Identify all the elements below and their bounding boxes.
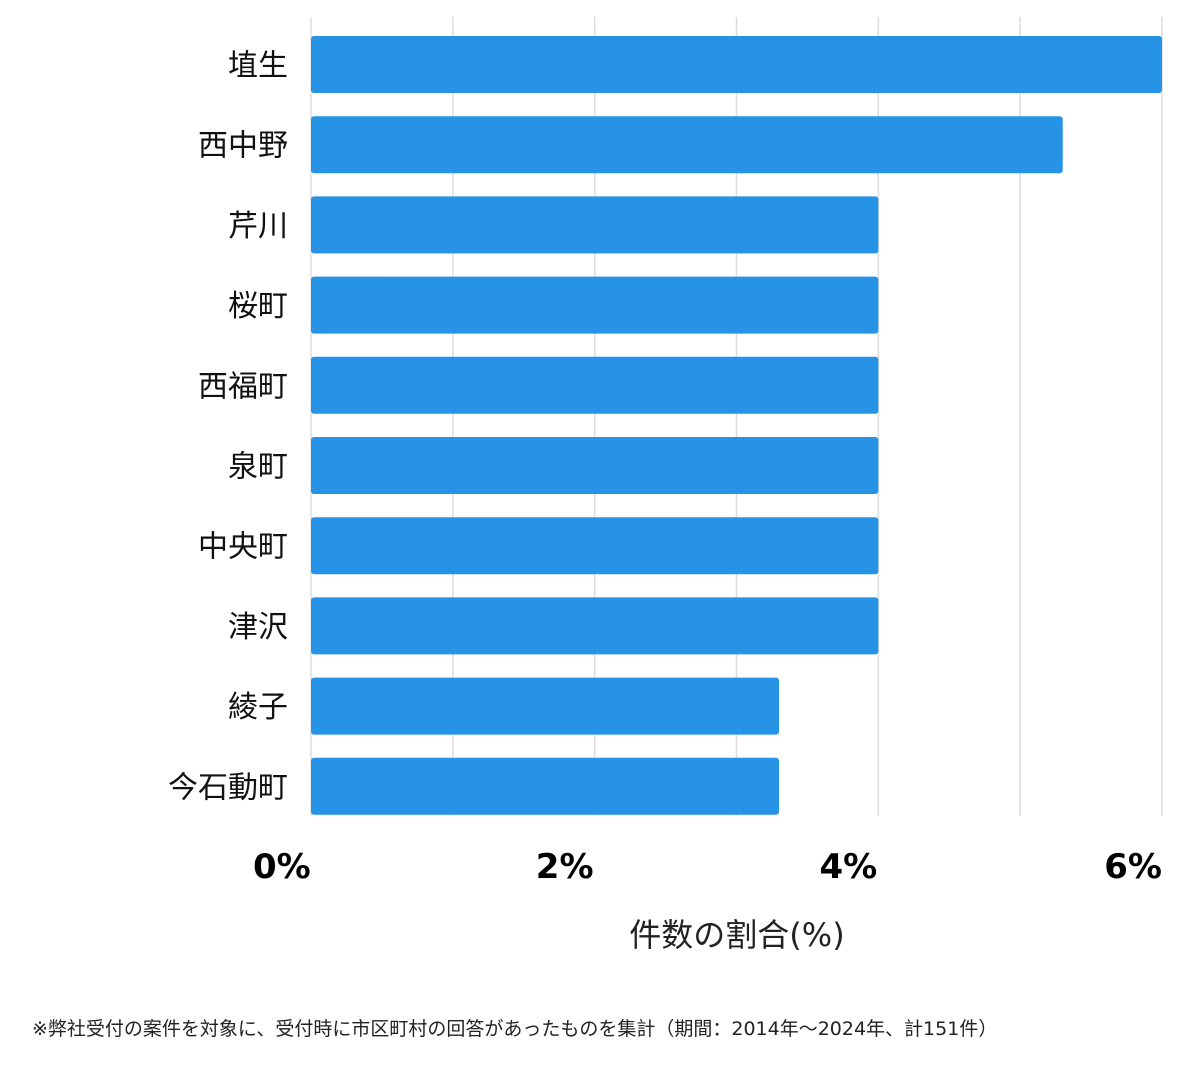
x-tick-label: 6% (1104, 847, 1162, 887)
bar (311, 356, 879, 414)
x-tick-label: 4% (819, 847, 877, 887)
bars (311, 36, 1162, 815)
bar (311, 677, 780, 735)
bar (311, 517, 879, 575)
category-label: 泉町 (228, 450, 288, 485)
category-label: 西中野 (198, 129, 288, 164)
footnote: ※弊社受付の案件を対象に、受付時に市区町村の回答があったものを集計（期間：201… (32, 1018, 998, 1040)
bar (311, 276, 879, 334)
category-label: 綾子 (228, 690, 288, 725)
x-axis-title: 件数の割合(%) (629, 916, 844, 954)
bar (311, 437, 879, 494)
bar (311, 597, 879, 655)
category-label: 今石動町 (168, 770, 288, 805)
category-label: 芹川 (228, 209, 288, 244)
x-tick-label: 2% (536, 847, 594, 887)
category-label: 津沢 (228, 610, 288, 645)
category-label: 中央町 (198, 530, 288, 565)
category-label: 西福町 (198, 369, 288, 404)
bar (311, 757, 780, 815)
x-tick-label: 0% (253, 847, 311, 887)
x-tick-labels: 0% 2% 4% 6% (253, 847, 1162, 887)
bar (311, 196, 879, 254)
bar (311, 36, 1162, 93)
bar (311, 116, 1063, 174)
category-label: 桜町 (228, 289, 288, 324)
category-label: 埴生 (228, 49, 288, 84)
